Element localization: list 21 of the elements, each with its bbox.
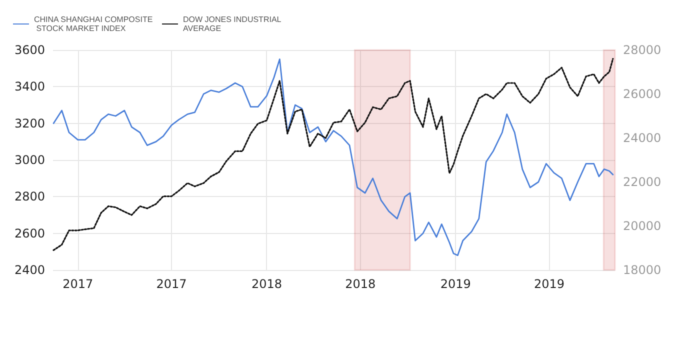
y-tick-label: 2400	[14, 263, 45, 277]
y-tick-label: 3600	[14, 43, 45, 57]
x-tick-label: 2017	[62, 277, 94, 291]
y2-tick-label: 26000	[623, 87, 662, 101]
y2-tick-label: 24000	[623, 131, 662, 145]
y2-tick-label: 18000	[623, 263, 662, 277]
y2-tick-label: 28000	[623, 43, 662, 57]
y2-tick-label: 20000	[623, 219, 662, 233]
x-tick-label: 2018	[251, 277, 282, 291]
legend-label: CHINA SHANGHAI COMPOSITE STOCK MARKET INDEX	[34, 15, 153, 33]
x-tick-label: 2017	[156, 277, 187, 291]
x-tick-label: 2018	[345, 277, 376, 291]
y-tick-label: 3400	[14, 80, 45, 94]
y-tick-label: 3200	[14, 116, 45, 130]
y-tick-label: 2600	[14, 226, 45, 240]
x-tick-label: 2019	[440, 277, 471, 291]
x-tick-label: 2019	[534, 277, 565, 291]
y-tick-label: 3000	[14, 153, 45, 167]
legend-label: DOW JONES INDUSTRIAL AVERAGE	[183, 15, 284, 33]
y-tick-label: 2800	[14, 190, 45, 204]
y2-tick-label: 22000	[623, 175, 662, 189]
